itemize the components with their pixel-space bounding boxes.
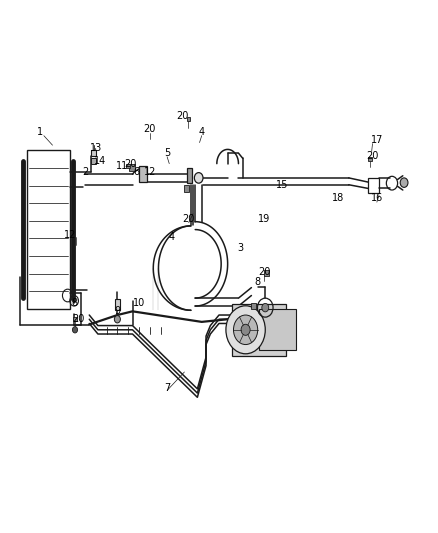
- Text: 12: 12: [64, 230, 76, 240]
- Text: 20: 20: [144, 124, 156, 134]
- Bar: [184, 185, 189, 191]
- Text: 18: 18: [332, 193, 344, 203]
- Bar: [264, 270, 269, 276]
- Text: 4: 4: [199, 127, 205, 137]
- Bar: [139, 166, 147, 182]
- Text: 20: 20: [366, 151, 379, 161]
- Bar: [73, 317, 77, 321]
- Text: 20: 20: [72, 314, 85, 324]
- Bar: [92, 150, 96, 156]
- Bar: [92, 158, 96, 164]
- Bar: [115, 299, 120, 310]
- Text: 20: 20: [258, 267, 271, 277]
- Text: 5: 5: [164, 148, 170, 158]
- Text: 2: 2: [82, 166, 88, 176]
- Text: 11: 11: [116, 161, 128, 171]
- Text: 20: 20: [183, 214, 195, 224]
- Bar: [127, 164, 130, 168]
- Circle shape: [400, 178, 408, 188]
- Bar: [259, 310, 296, 350]
- Bar: [368, 178, 379, 192]
- Bar: [232, 304, 286, 356]
- Text: 20: 20: [124, 159, 137, 168]
- Text: 15: 15: [276, 180, 288, 190]
- Text: 17: 17: [371, 135, 383, 145]
- Circle shape: [226, 306, 265, 354]
- Text: 12: 12: [144, 166, 156, 176]
- Text: 14: 14: [94, 156, 106, 166]
- Bar: [187, 117, 190, 122]
- Bar: [187, 168, 192, 183]
- Text: 8: 8: [255, 277, 261, 287]
- Bar: [368, 157, 372, 161]
- Text: 8: 8: [71, 298, 77, 309]
- Text: 16: 16: [371, 193, 383, 203]
- Text: 3: 3: [237, 243, 244, 253]
- Circle shape: [262, 303, 269, 312]
- Text: 20: 20: [176, 111, 188, 121]
- Circle shape: [114, 316, 120, 323]
- Text: 10: 10: [133, 298, 145, 309]
- Bar: [27, 150, 70, 309]
- Circle shape: [72, 327, 78, 333]
- Text: 1: 1: [36, 127, 42, 137]
- Text: 7: 7: [164, 383, 170, 393]
- Text: 19: 19: [258, 214, 271, 224]
- Circle shape: [194, 173, 203, 183]
- Text: 13: 13: [90, 143, 102, 153]
- Text: 4: 4: [168, 232, 174, 243]
- Circle shape: [233, 315, 258, 344]
- Circle shape: [72, 298, 76, 303]
- Text: 9: 9: [114, 306, 120, 316]
- Text: 6: 6: [134, 166, 140, 176]
- Bar: [251, 303, 256, 309]
- Bar: [130, 164, 134, 171]
- Circle shape: [241, 324, 250, 335]
